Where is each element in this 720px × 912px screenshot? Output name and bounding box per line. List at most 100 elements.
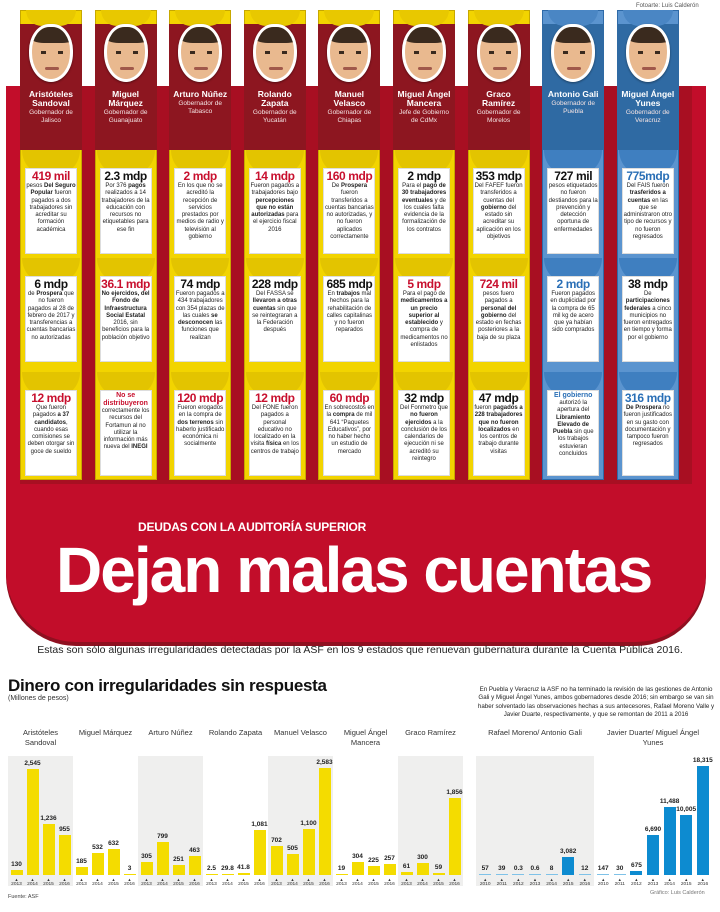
irregularity-card: 724 mil pesos fuero pagados a personal de… <box>472 276 525 362</box>
card-text-part: en los centros de trabajo durante visita… <box>478 426 519 455</box>
bar-value-label: 1,856 <box>446 789 463 796</box>
governor-name-text: Antonio Gali <box>547 89 599 99</box>
bar-value-label: 225 <box>368 856 379 864</box>
portrait <box>327 24 372 82</box>
portrait-eyes <box>190 51 213 54</box>
governor-name: Miguel Ángel Mancera Jefe de Gobierno de … <box>393 90 455 124</box>
bar-value-label: 955 <box>59 826 70 834</box>
portrait-mouth <box>641 67 656 70</box>
card-amount: 5 mdp <box>407 277 441 291</box>
card-text-part: realizados a 14 trabajadores de la educa… <box>101 190 150 233</box>
card-amount: 60 mdp <box>329 391 370 405</box>
portrait-mouth <box>119 67 134 70</box>
card-text-part: Fueron pagados a 434 trabajadores con 35… <box>175 291 225 319</box>
photo-credit: Fotoarte: Luis Calderón <box>636 3 699 9</box>
bar-value-label: 6,690 <box>644 826 662 834</box>
portrait-mouth <box>343 67 358 70</box>
governor-name: Miguel Márquez Gobernador de Guanajuato <box>95 90 157 124</box>
card-text-part: no fueron justificados en su gasto con d… <box>623 405 672 448</box>
card-text-part: fueron pagados a dos trabajadores sin ac… <box>29 190 73 233</box>
card-text-part: y compra de medicamentos no enlistados <box>400 320 448 349</box>
governor-name: Arturo Núñez Gobernador de Tabasco <box>169 90 231 115</box>
governor-column: Antonio Gali Gobernador de Puebla 727 mil p… <box>542 10 605 480</box>
card-text-part: de mil 641 “Paquetes Educativos”, por no… <box>327 412 373 455</box>
card-text: En trabajos mal hechos para la rehabilit… <box>324 291 374 335</box>
cup-decoration <box>175 10 226 26</box>
card-amount: 160 mdp <box>326 169 373 183</box>
card-text-part: Del FASSA se <box>255 291 294 297</box>
bar-value-label: 130 <box>11 860 22 868</box>
card-text-part: sin haberlo justificado económica ni soc… <box>176 419 225 448</box>
irregularity-card: 32 mdp Del Fonmetro que no fueron ejercid… <box>398 390 450 476</box>
portrait-hair <box>554 27 593 43</box>
bar <box>205 873 218 875</box>
card-amount: 2 mdp <box>183 169 218 183</box>
card-text-part: Por 376 <box>105 183 129 189</box>
card-text-part: De Prospera <box>625 405 662 411</box>
card-text-part: en las que se administraron otro tipo de… <box>623 197 672 241</box>
bar <box>318 767 331 875</box>
card-amount: 74 mdp <box>180 277 220 291</box>
bar-value-label: 532 <box>92 843 103 851</box>
bar <box>270 845 283 875</box>
card-text-part: del estado sin acreditar su aplicación e… <box>476 204 521 241</box>
card-amount: 2.3 mdp <box>104 169 147 183</box>
bar-value-label: 0.6 <box>530 864 540 872</box>
card-text-part: participaciones federales <box>624 298 670 312</box>
card-text: Del Fonmetro que no fueron ejercidos a l… <box>399 405 449 463</box>
irregularity-card: 36.1 mdp No ejercidos, del Fondo de Infra… <box>99 276 152 362</box>
portrait <box>402 24 446 82</box>
group-label: Rafael Moreno/ Antonio Gali <box>488 728 582 737</box>
year-label: 2013 <box>530 877 541 887</box>
card-text: autorizó la apertura del Libramiento Ele… <box>548 400 598 458</box>
card-text-part: de <box>27 291 37 297</box>
card-text-part: del estado en fechas posteriores a la ba… <box>475 312 522 341</box>
card-text-part: que no fueron pagados al 28 de febrero d… <box>26 291 76 341</box>
card-text-part: no fueron ejercidos <box>405 412 438 426</box>
bar-value-label: 505 <box>287 845 298 853</box>
irregularity-card: 2 mdp En los que no se acreditó la recepc… <box>174 168 227 254</box>
card-text-part: fueron <box>474 405 494 411</box>
bar <box>647 835 659 875</box>
bar <box>578 873 591 875</box>
irregularity-card: 14 mdp Fueron pagados a trabajadores bajo… <box>248 168 301 254</box>
card-text-part: sin que se reintegraran a la Federación … <box>252 305 298 334</box>
irregularity-card: 775mdp Del FAIS fueron trasferidos a cuen… <box>621 168 674 254</box>
governor-name-text: Miguel Ángel Mancera <box>397 89 451 108</box>
year-label: 2015 <box>433 877 444 887</box>
bar-value-label: 2,545 <box>24 760 41 768</box>
bar <box>107 848 120 875</box>
bar <box>383 864 396 875</box>
card-amount: 14 mdp <box>254 169 295 183</box>
irregularity-card: 38 mdp De participaciones federales a cin… <box>621 276 674 362</box>
governor-role: Gobernador de Yucatán <box>252 109 297 124</box>
card-text-part: en los centros de trabajo <box>250 441 299 455</box>
card-text-part: pagos <box>128 183 146 189</box>
governor-role: Gobernador de Tabasco <box>178 100 223 115</box>
portrait <box>551 24 596 82</box>
governor-name: Graco Ramírez Gobernador de Morelos <box>468 90 530 124</box>
card-text-part: De <box>643 291 652 297</box>
card-text-part: Fueron pagados a trabajadores bajo <box>250 183 300 197</box>
governor-name-text: Rolando Zapata <box>257 89 292 108</box>
bar-value-label: 305 <box>141 853 152 861</box>
card-text: Fueron erogados en la compra de dos terr… <box>175 405 225 449</box>
portrait-hair <box>181 27 220 43</box>
bar-value-label: 30 <box>616 864 624 872</box>
bar <box>335 873 348 875</box>
year-label: 2016 <box>59 877 70 887</box>
year-label: 2016 <box>189 877 200 887</box>
graphic-credit: Gráfico: Luis Calderón <box>650 890 705 896</box>
governor-name-text: Aristóteles Sandoval <box>29 89 73 108</box>
card-text: pesos Del Seguro Popular fueron pagados … <box>26 183 76 234</box>
card-text-part: medicamentos a un precio superior al est… <box>400 298 448 327</box>
group-label: Rolando Zapata <box>208 728 263 737</box>
card-text-part: percepciones que no están autorizadas <box>251 197 295 219</box>
bar <box>545 873 558 875</box>
year-label: 2016 <box>254 877 265 887</box>
bar-value-label: 39 <box>498 864 506 872</box>
card-amount: 38 mdp <box>627 277 668 291</box>
card-text-part: correctamente los recursos del Fortamun … <box>101 408 150 451</box>
card-text: En sobrecostos en la compra de mil 641 “… <box>324 405 375 456</box>
governor-name: Antonio Gali Gobernador de Puebla <box>542 90 604 115</box>
